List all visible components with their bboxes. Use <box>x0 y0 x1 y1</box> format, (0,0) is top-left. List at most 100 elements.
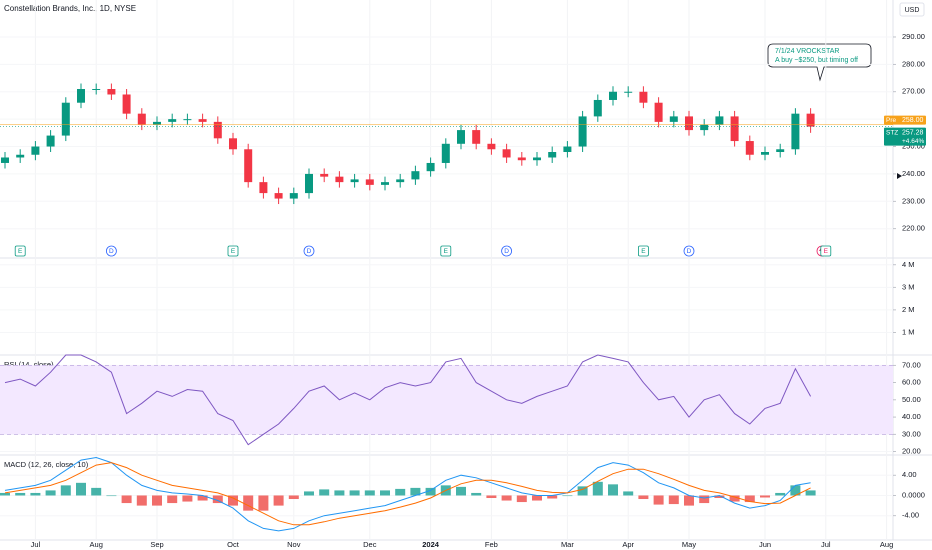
macd-histogram-bar <box>197 495 208 501</box>
pre-market-tag <box>884 115 926 125</box>
macd-line <box>4 462 811 526</box>
candle-body <box>229 138 237 150</box>
last-price-tag <box>884 127 926 146</box>
event-label: E <box>641 248 646 255</box>
macd-histogram-bar <box>60 485 71 496</box>
macd-histogram-bar <box>0 492 10 496</box>
x-tick-label: Apr <box>622 540 634 549</box>
macd-histogram-bar <box>790 485 801 496</box>
candle-body <box>289 193 298 199</box>
annotation-callout[interactable]: 7/1/24 VROCKSTAR A buy ~$250, but timing… <box>767 43 872 82</box>
event-icon <box>303 245 315 257</box>
macd-histogram-bar <box>638 495 649 500</box>
macd-histogram-bar <box>45 490 56 496</box>
candle-body <box>305 173 313 194</box>
macd-histogram-bar <box>425 487 436 496</box>
candle-body <box>259 182 268 194</box>
y-tick-label: 2 M <box>902 305 915 314</box>
y-tick-label: 50.00 <box>902 395 921 404</box>
candle-body <box>411 171 420 180</box>
event-icon <box>501 245 513 257</box>
macd-histogram-bar <box>547 495 558 499</box>
macd-histogram-bar <box>212 495 223 504</box>
candle-body <box>791 113 800 150</box>
candle-body <box>31 146 40 155</box>
callout-bubble <box>767 43 872 82</box>
macd-histogram-bar <box>152 495 162 506</box>
macd-histogram-bar <box>288 495 299 500</box>
event-icon <box>638 245 649 257</box>
x-tick-label: Mar <box>561 540 574 549</box>
currency-label[interactable]: USD <box>905 7 920 14</box>
scroll-arrow[interactable] <box>897 173 902 179</box>
macd-histogram-bar <box>456 486 466 496</box>
macd-histogram-bar <box>136 495 147 506</box>
event-label: E <box>824 248 829 255</box>
macd-histogram-bar <box>562 495 573 497</box>
x-tick-label: Jul <box>31 540 41 549</box>
candle-body <box>441 143 450 163</box>
y-tick-label: 60.00 <box>902 378 921 387</box>
candle-body <box>183 119 192 121</box>
macd-histogram-bar <box>91 487 102 496</box>
x-tick-label: Nov <box>287 540 301 549</box>
y-tick-label: 1 M <box>902 327 915 336</box>
candles <box>1 83 815 205</box>
candle-body <box>198 119 207 122</box>
candle-body <box>396 179 405 183</box>
macd-histogram-bar <box>304 491 314 496</box>
x-tick-label: May <box>682 540 696 549</box>
macd-histogram-bar <box>501 495 512 501</box>
currency-button[interactable] <box>899 2 925 17</box>
candle-body <box>320 173 329 177</box>
y-tick-label: 40.00 <box>902 412 921 421</box>
pre-market-value: 258.00 <box>902 117 924 124</box>
candle-body <box>350 179 359 183</box>
candle-body <box>639 91 648 103</box>
macd-histogram-bar <box>364 490 375 496</box>
event-label: D <box>504 248 509 255</box>
candle-body <box>563 146 572 153</box>
candle-body <box>1 157 9 163</box>
y-tick-label: 30.00 <box>902 429 921 438</box>
event-label: E <box>18 248 23 255</box>
candle-body <box>624 91 633 93</box>
chart-title: Constellation Brands, Inc., 1D, NYSE <box>4 4 136 13</box>
event-label: E <box>444 248 449 255</box>
macd-histogram-bar <box>668 495 679 505</box>
candle-body <box>46 135 55 147</box>
macd-histogram-bar <box>486 495 497 499</box>
macd-histogram-bar <box>121 495 132 504</box>
macd-histogram-bar <box>106 495 117 497</box>
event-label: E <box>231 248 236 255</box>
macd-histogram-bar <box>623 491 634 496</box>
candle-body <box>426 162 435 172</box>
candle-body <box>593 99 602 117</box>
y-tick-label: -4.00 <box>902 511 919 520</box>
y-tick-label: 0.0000 <box>902 490 925 499</box>
candle-body <box>487 143 496 150</box>
x-tick-label: Jul <box>821 540 831 549</box>
macd-histogram-bar <box>228 495 238 506</box>
candle-body <box>122 94 131 114</box>
macd-histogram-bar <box>471 492 482 496</box>
y-tick-label: 240.00 <box>902 169 925 178</box>
macd-histogram-bar <box>714 495 725 499</box>
candle-body <box>730 116 739 142</box>
candle-body <box>137 113 146 125</box>
event-icon <box>227 245 239 257</box>
candle-body <box>61 102 70 136</box>
x-tick-label: Dec <box>363 540 377 549</box>
candle-body <box>533 157 541 161</box>
macd-histogram-bar <box>760 495 770 498</box>
event-label: D <box>307 248 312 255</box>
y-tick-label: 280.00 <box>902 59 925 68</box>
macd-histogram-bar <box>30 492 41 496</box>
candle-body <box>761 152 769 155</box>
x-tick-label: Aug <box>880 540 893 549</box>
y-tick-label: 220.00 <box>902 224 925 233</box>
y-tick-label: 70.00 <box>902 360 921 369</box>
y-tick-label: 290.00 <box>902 32 925 41</box>
macd-histogram-bar <box>395 488 406 496</box>
rsi-band <box>0 365 893 435</box>
